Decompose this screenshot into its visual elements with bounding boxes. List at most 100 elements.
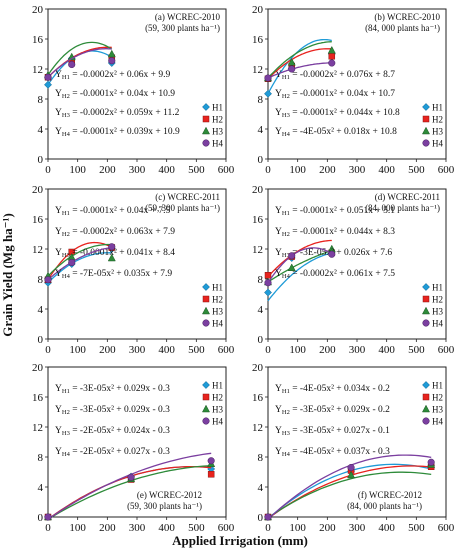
fit-equation-h1: YH1 = -0.0002x² + 0.06x + 9.9: [55, 70, 171, 81]
marker-h4-point-0: [264, 513, 272, 521]
fit-curve-h4: [267, 247, 333, 284]
marker-h4-point-1: [288, 65, 296, 73]
fit-equation-h3: YH3 = -3E-05x² + 0.027x - 0.1: [275, 426, 390, 437]
legend-label-h1: H1: [432, 381, 443, 391]
x-tick-label: 500: [408, 164, 425, 176]
fit-equation-h4: YH4 = -2E-05x² + 0.027x - 0.3: [55, 447, 170, 458]
x-tick-label: 0: [265, 522, 271, 534]
marker-h4-point-2: [328, 250, 336, 258]
marker-h4-legend: [202, 139, 210, 147]
legend-label-h4: H4: [212, 417, 223, 427]
y-tick-label: 4: [258, 304, 264, 316]
marker-h2-point-2: [207, 471, 215, 478]
fit-equation-h2: YH2 = -3E-05x² + 0.029x - 0.3: [55, 405, 170, 416]
marker-h1-legend: [422, 381, 430, 389]
fit-equation-h4: YH4 = -4E-05x² + 0.037x - 0.3: [275, 447, 390, 458]
marker-h1-point-0: [264, 89, 272, 98]
x-tick-label: 300: [349, 522, 366, 534]
legend-label-h3: H3: [212, 405, 223, 415]
x-tick-label: 600: [438, 522, 455, 534]
y-tick-label: 16: [252, 392, 264, 404]
legend-label-h4: H4: [432, 417, 443, 427]
y-tick-label: 20: [32, 362, 44, 374]
y-tick-label: 4: [38, 304, 44, 316]
fit-equation-h3: YH3 = -0.0001x² + 0.044x + 10.8: [275, 108, 400, 119]
marker-h1-legend: [422, 103, 430, 111]
legend-label-h1: H1: [432, 283, 443, 293]
x-tick-label: 200: [319, 164, 336, 176]
fit-curve-h2: [267, 48, 332, 80]
panel-subtitle: (59, 300 plants ha⁻¹): [127, 501, 202, 511]
y-tick-label: 20: [252, 4, 264, 16]
x-tick-label: 0: [45, 164, 51, 176]
x-tick-label: 300: [349, 344, 366, 356]
marker-h3-legend: [421, 306, 431, 315]
marker-h3-point-2: [107, 49, 116, 58]
panel-title: (f) WCREC-2012: [358, 490, 422, 500]
marker-h4-legend: [422, 139, 430, 147]
fit-equation-h2: YH2 = -0.0001x² + 0.04x + 10.7: [275, 89, 395, 100]
x-tick-label: 600: [218, 344, 235, 356]
legend-label-h2: H2: [432, 295, 443, 305]
marker-h4-point-2: [108, 57, 116, 65]
x-tick-label: 400: [378, 522, 395, 534]
y-tick-label: 8: [38, 94, 44, 106]
legend-label-h1: H1: [432, 103, 443, 113]
x-tick-label: 400: [378, 344, 395, 356]
panel-subtitle: (84, 000 plants ha⁻¹): [365, 23, 440, 33]
x-tick-label: 100: [69, 344, 86, 356]
fit-equation-h2: YH2 = -0.0001x² + 0.044x + 8.3: [275, 227, 395, 238]
panel-subtitle: (84, 000 plants ha⁻¹): [347, 501, 422, 511]
y-tick-label: 16: [32, 34, 44, 46]
x-tick-label: 200: [319, 522, 336, 534]
x-axis-label: Applied Irrigation (mm): [172, 533, 308, 548]
y-tick-label: 20: [32, 4, 44, 16]
fit-equation-h3: YH3 = -0.0001x² + 0.041x + 8.4: [55, 248, 175, 259]
marker-h3-legend: [201, 306, 211, 315]
legend-label-h2: H2: [432, 115, 443, 125]
panel-title: (a) WCREC-2010: [155, 12, 221, 22]
marker-h4-point-1: [288, 252, 296, 260]
fit-curve-h4: [267, 62, 332, 79]
fit-curve-h3: [267, 41, 332, 79]
x-tick-label: 400: [378, 164, 395, 176]
y-tick-label: 8: [258, 274, 264, 286]
y-tick-label: 0: [258, 512, 264, 524]
x-tick-label: 500: [408, 344, 425, 356]
y-tick-label: 8: [258, 452, 264, 464]
fit-curve-h1: [267, 38, 332, 95]
legend-label-h3: H3: [432, 405, 443, 415]
fit-equation-h1: YH1 = -4E-05x² + 0.034x - 0.2: [275, 384, 390, 395]
fit-curve-h4: [47, 246, 112, 281]
legend-label-h2: H2: [432, 393, 443, 403]
y-tick-label: 8: [38, 274, 44, 286]
fit-equation-h1: YH1 = -3E-05x² + 0.029x - 0.3: [55, 384, 170, 395]
fit-curve-h1: [267, 252, 332, 302]
marker-h2-point-0: [264, 272, 272, 279]
y-tick-label: 12: [32, 64, 43, 76]
x-tick-label: 600: [218, 522, 235, 534]
y-tick-label: 20: [32, 184, 44, 196]
y-tick-label: 16: [252, 214, 264, 226]
x-tick-label: 200: [99, 344, 116, 356]
x-tick-label: 500: [188, 522, 205, 534]
marker-h2-legend: [202, 393, 210, 401]
y-tick-label: 0: [38, 154, 44, 166]
x-tick-label: 600: [438, 344, 455, 356]
fit-equation-h2: YH2 = -0.0001x² + 0.04x + 10.9: [55, 89, 175, 100]
marker-h4-point-2: [108, 243, 116, 251]
fit-equation-h1: YH1 = -0.0002x² + 0.076x + 8.7: [275, 70, 395, 81]
marker-h4-point-2: [328, 59, 336, 67]
legend-label-h4: H4: [432, 319, 443, 329]
x-tick-label: 300: [349, 164, 366, 176]
marker-h4-legend: [422, 417, 430, 425]
fit-curve-h3: [267, 249, 332, 283]
x-tick-label: 200: [319, 344, 336, 356]
legend-label-h3: H3: [212, 307, 223, 317]
legend-label-h1: H1: [212, 283, 223, 293]
marker-h4-point-1: [68, 60, 76, 69]
marker-h2-legend: [202, 115, 210, 123]
fit-equation-h3: YH3 = -2E-05x² + 0.024x - 0.3: [55, 426, 170, 437]
legend-label-h4: H4: [212, 139, 223, 149]
marker-h1-legend: [202, 283, 210, 291]
